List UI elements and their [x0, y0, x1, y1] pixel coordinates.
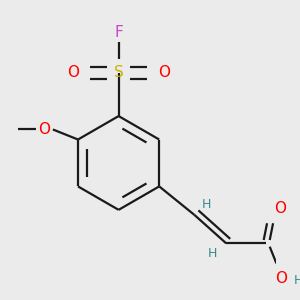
Text: O: O	[38, 122, 50, 137]
Text: F: F	[114, 25, 123, 40]
Text: O: O	[68, 65, 80, 80]
Text: H: H	[201, 198, 211, 211]
Text: H: H	[208, 247, 218, 260]
Text: O: O	[158, 65, 170, 80]
Text: S: S	[114, 65, 124, 80]
Text: O: O	[275, 271, 287, 286]
Text: H: H	[293, 274, 300, 287]
Text: O: O	[274, 201, 286, 216]
